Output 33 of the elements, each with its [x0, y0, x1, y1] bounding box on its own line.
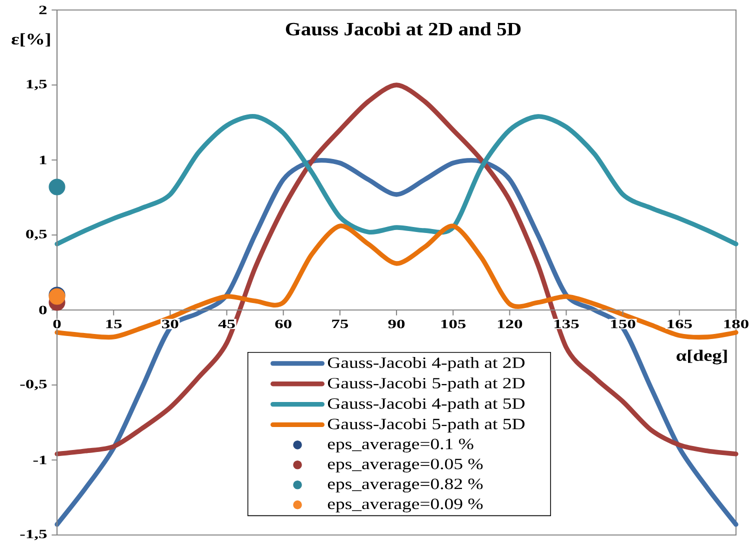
x-tick-label: 60 [275, 320, 292, 328]
y-tick-label: 1 [40, 156, 46, 164]
y-tick-label: -1 [33, 456, 46, 464]
x-tick-label: 90 [388, 320, 405, 328]
x-tick-label: 45 [218, 320, 235, 328]
x-tick-label: 165 [668, 320, 692, 328]
x-tick-label: 105 [441, 320, 466, 328]
y-tick-label: 1,5 [26, 80, 47, 90]
x-tick-label: 150 [611, 320, 636, 328]
legend-label: eps_average=0.09 % [328, 498, 483, 512]
y-tick-label: 0 [39, 306, 47, 314]
x-tick-label: 120 [498, 320, 522, 328]
text: Gauss Jacobi at 2D and 5D [286, 22, 521, 36]
x-tick-label: 135 [554, 320, 579, 328]
legend-label: Gauss-Jacobi 5-path at 2D [328, 377, 525, 392]
y-tick-label: 2 [39, 6, 47, 14]
legend-label: eps_average=0.82 % [328, 478, 483, 492]
legend-label: eps_average=0.1 % [328, 438, 474, 452]
legend-label: Gauss-Jacobi 4-path at 2D [328, 357, 525, 372]
x-tick-label: 30 [162, 320, 178, 328]
line-series [54, 114, 738, 246]
x-axis-title: α[deg] [676, 350, 727, 364]
y-tick-label: -0,5 [20, 380, 47, 390]
x-tick-label: 75 [332, 320, 348, 328]
legend-label: Gauss-Jacobi 4-path at 5D [328, 398, 525, 412]
x-tick-label: 180 [724, 320, 748, 328]
legend-label: Gauss-Jacobi 5-path at 5D [328, 418, 525, 432]
legend-label: eps_average=0.05 % [328, 458, 483, 472]
y-axis-title: ε[%] [12, 33, 50, 47]
x-tick-label: 0 [53, 320, 61, 328]
y-tick-label: -1,5 [20, 530, 47, 540]
y-tick-label: 0,5 [26, 230, 47, 240]
x-tick-label: 15 [106, 320, 122, 328]
